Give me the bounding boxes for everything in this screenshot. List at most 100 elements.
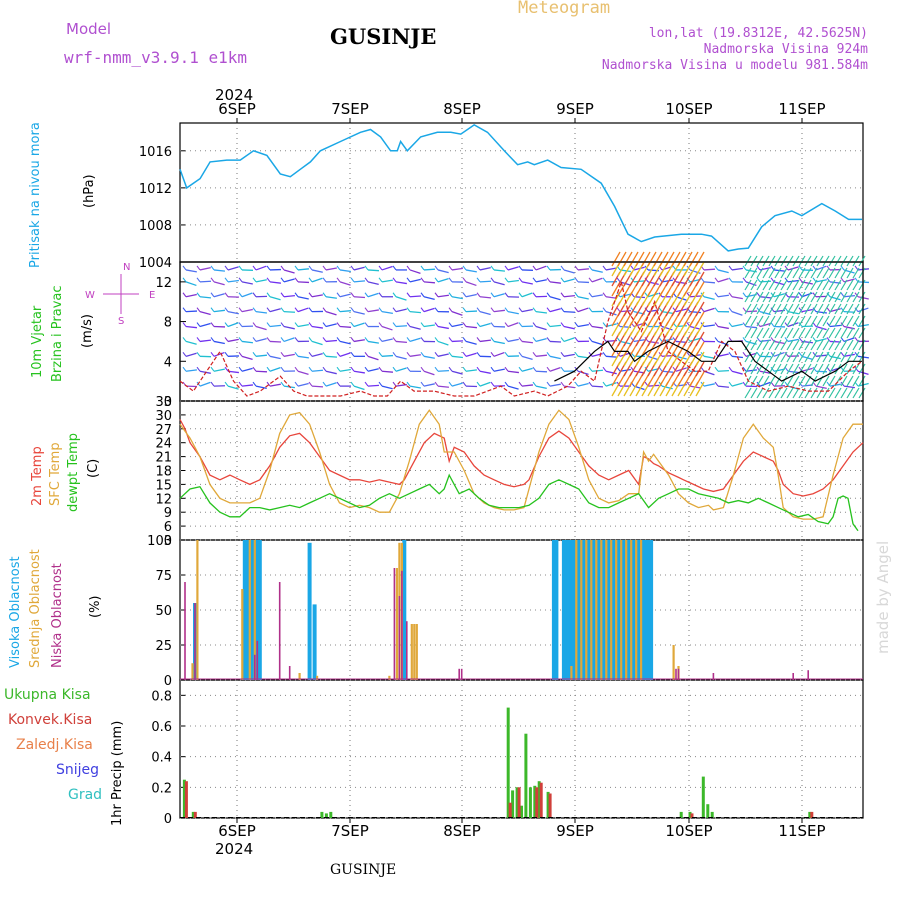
wind-barb-flag [225,352,228,356]
wind-barb-strong [823,280,829,290]
wind-barb [704,269,715,270]
wind-barb-flag [197,308,200,312]
wind-barb [354,297,365,298]
wind-barb [494,310,505,311]
wind-barb-flag [239,278,242,282]
wind-barb-flag [729,352,732,356]
wind-barb-flag [281,266,284,270]
wind-barb [844,296,855,297]
cloud-bar-0 [308,543,312,680]
wind-barb [340,270,351,272]
wind-barb-flag [253,308,256,312]
wind-barb [578,356,589,358]
wind-barb-strong [793,352,799,362]
wind-barb-flag [337,382,340,386]
wind-barb [382,339,393,341]
panel-frame-pressure [180,123,863,262]
wind-barb [256,355,267,356]
wind-barb [326,268,337,270]
wind-barb-strong [775,352,781,362]
wind-barb-flag [239,367,242,371]
ytick-label-cloud: 25 [155,639,172,654]
wind-barb-flag [267,293,270,297]
wind-barb-flag [197,367,200,371]
wind-barb [410,296,421,297]
wind-barb-flag [239,382,242,386]
wind-barb [536,266,546,270]
wind-barb-flag [715,382,718,386]
wind-barb [732,324,743,326]
cloud-bar-1 [249,540,251,680]
wind-barb [410,327,421,330]
wind-barb-flag [197,278,200,282]
wind-barb-strong [745,316,751,326]
wind-barb [382,280,393,282]
wind-barb-flag [743,293,746,297]
wind-barb [284,296,295,297]
wind-barb-flag [225,278,228,282]
wind-barb-flag [505,382,508,386]
wind-barb [200,281,211,282]
wind-barb-strong [751,328,757,338]
wind-barb-flag [309,308,312,312]
wind-barb-flag [393,308,396,312]
wind-barb [480,324,491,327]
wind-barb [326,356,337,357]
wind-barb-flag [407,278,410,282]
wind-barb-flag [505,308,508,312]
wind-barb-flag [771,337,774,341]
wind-barb-flag [491,323,494,327]
wind-barb-flag [477,293,480,297]
top-day-label: 10SEP [665,100,712,118]
precip-legend-hail: Grad [68,787,102,803]
wind-barb-flag [421,266,424,270]
wind-barb-flag [211,308,214,312]
wind-barb [228,267,239,270]
wind-barb [424,371,434,375]
wind-barb-flag [337,337,340,341]
wind-barb [466,270,477,272]
wind-barb-strong [829,316,835,326]
wind-barb [200,268,211,270]
wind-barb [564,270,575,273]
top-day-label: 7SEP [331,100,369,118]
wind-barb [312,278,322,282]
wind-barb [466,327,477,328]
wind-barb [494,353,504,357]
wind-barb-flag [855,323,858,327]
wind-barb [438,341,448,345]
wind-barb [718,371,729,372]
wind-barb-flag [351,293,354,297]
cloud-bar-2 [401,571,403,680]
wind-barb [816,339,827,342]
wind-barb [438,386,449,387]
wind-barb-flag [197,293,200,297]
wind-barb-flag [715,337,718,341]
wind-barb-flag [547,382,550,386]
wind-barb [298,383,309,386]
cloud-bar-1 [673,645,675,680]
wind-barb [466,294,477,296]
wind-barb-flag [463,382,466,386]
wind-barb-flag [505,293,508,297]
wind-barb-flag [295,337,298,341]
wind-barb [242,310,253,312]
wind-barb-flag [561,367,564,371]
wind-barb-strong [757,340,763,350]
wind-barb [536,339,547,342]
wind-barb-flag [323,382,326,386]
wind-barb-flag [267,308,270,312]
wind-barb [816,386,827,388]
wind-barb [368,341,379,343]
wind-barb-flag [589,323,592,327]
wind-barb-flag [533,308,536,312]
wind-barb-flag [715,367,718,371]
cloud-bar-1 [620,540,622,680]
wind-barb-flag [477,367,480,371]
wind-barb-flag [491,278,494,282]
wind-barb-strong [835,316,841,326]
wind-barb [214,369,225,371]
wind-barb-strong [793,328,799,338]
wind-barb [536,312,547,313]
wind-barb [564,327,575,329]
